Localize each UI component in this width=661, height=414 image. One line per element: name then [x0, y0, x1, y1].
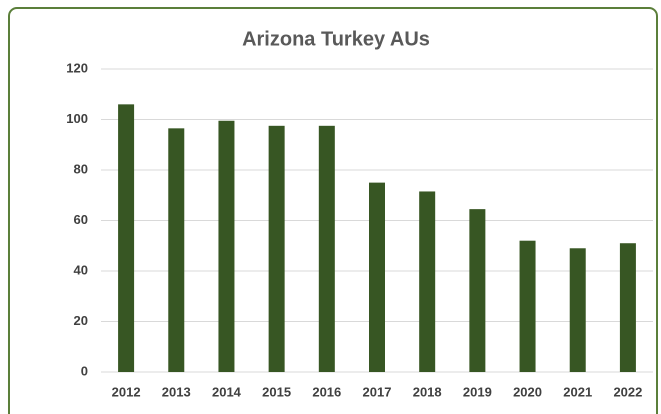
y-tick-label: 120 [66, 60, 88, 75]
chart-title: Arizona Turkey AUs [242, 28, 430, 50]
x-tick-label: 2021 [563, 384, 592, 399]
bar [369, 182, 385, 372]
x-tick-label: 2018 [413, 384, 442, 399]
y-tick-label: 60 [74, 212, 88, 227]
bar [268, 125, 285, 372]
y-tick-label: 80 [74, 161, 88, 176]
x-tick-label: 2014 [212, 384, 242, 399]
x-tick-label: 2015 [262, 384, 291, 399]
x-tick-label: 2017 [363, 384, 392, 399]
bar [318, 125, 335, 372]
y-tick-label: 20 [74, 313, 88, 328]
x-tick-label: 2012 [112, 384, 141, 399]
bar [118, 104, 135, 372]
bar [569, 248, 586, 372]
bar [619, 243, 636, 372]
bar [218, 120, 235, 372]
bar [419, 191, 436, 372]
x-tick-label: 2019 [463, 384, 492, 399]
bar [469, 209, 486, 372]
x-tick-label: 2020 [513, 384, 542, 399]
x-tick-label: 2013 [162, 384, 191, 399]
x-tick-label: 2016 [312, 384, 341, 399]
y-tick-label: 0 [81, 363, 88, 378]
bar [519, 240, 536, 372]
y-tick-label: 40 [74, 262, 88, 277]
x-tick-label: 2022 [613, 384, 642, 399]
y-tick-label: 100 [66, 111, 88, 126]
bar [168, 128, 185, 372]
